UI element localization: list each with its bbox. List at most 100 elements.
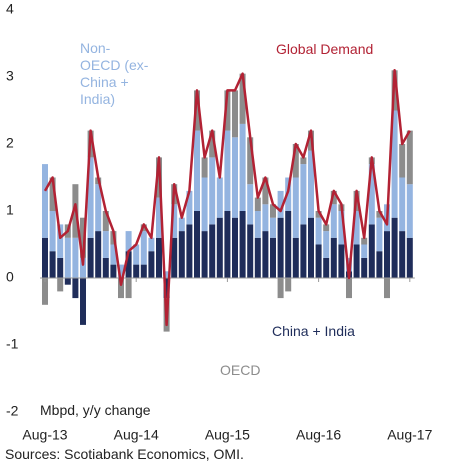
bar bbox=[95, 184, 102, 232]
bar bbox=[277, 217, 284, 278]
bar bbox=[80, 257, 86, 278]
bar bbox=[163, 271, 170, 278]
bar bbox=[292, 144, 299, 178]
bar bbox=[209, 130, 216, 158]
bar bbox=[270, 204, 276, 218]
bar bbox=[239, 73, 246, 124]
bar bbox=[232, 217, 238, 278]
bar bbox=[376, 217, 383, 252]
bar bbox=[95, 231, 102, 278]
bar bbox=[224, 90, 231, 131]
x-tick-label: Aug-14 bbox=[114, 427, 159, 443]
bar bbox=[361, 237, 368, 245]
bar bbox=[163, 278, 170, 299]
bar bbox=[171, 237, 178, 278]
bar bbox=[87, 237, 94, 278]
bar bbox=[224, 130, 231, 211]
bar bbox=[277, 190, 284, 218]
bar bbox=[194, 130, 200, 211]
bar bbox=[330, 237, 337, 278]
bar bbox=[323, 231, 330, 258]
bar bbox=[80, 217, 86, 258]
bar bbox=[406, 184, 413, 238]
bar bbox=[254, 197, 261, 211]
bar bbox=[232, 137, 238, 218]
y-axis-label: Mbpd, y/y change bbox=[40, 402, 151, 418]
bar bbox=[64, 278, 71, 285]
bar bbox=[178, 217, 185, 232]
bar bbox=[125, 251, 132, 278]
bar bbox=[277, 278, 284, 299]
x-tick-label: Aug-16 bbox=[296, 427, 341, 443]
bar bbox=[308, 150, 314, 218]
bar bbox=[406, 130, 413, 185]
bar bbox=[406, 237, 413, 278]
bar bbox=[102, 257, 109, 278]
y-tick-label: 2 bbox=[6, 135, 14, 151]
bar bbox=[300, 224, 307, 278]
bar bbox=[338, 211, 345, 245]
bar bbox=[57, 257, 64, 278]
bar bbox=[216, 177, 223, 218]
bar bbox=[148, 237, 155, 252]
bar bbox=[262, 231, 269, 278]
bar bbox=[315, 217, 322, 245]
bar bbox=[346, 278, 352, 299]
bar bbox=[330, 204, 337, 238]
bar bbox=[384, 231, 390, 278]
bar bbox=[285, 278, 292, 292]
bar bbox=[194, 90, 200, 131]
bar bbox=[118, 278, 124, 299]
bar bbox=[209, 224, 216, 278]
bar bbox=[133, 264, 140, 278]
bar bbox=[353, 244, 360, 278]
x-tick-label: Aug-15 bbox=[205, 427, 250, 443]
source: Sources: Scotiabank Economics, OMI. bbox=[5, 446, 244, 462]
x-tick-label: Aug-13 bbox=[22, 427, 67, 443]
bar bbox=[338, 244, 345, 278]
bar bbox=[57, 278, 64, 292]
bar bbox=[148, 251, 155, 278]
y-tick-label: -2 bbox=[6, 403, 19, 419]
bar bbox=[42, 164, 48, 238]
bar bbox=[247, 137, 254, 185]
bar bbox=[323, 224, 330, 232]
bar bbox=[384, 278, 390, 299]
bar bbox=[376, 211, 383, 218]
bar bbox=[49, 211, 56, 252]
bar bbox=[102, 211, 109, 232]
bar bbox=[300, 164, 307, 225]
bar bbox=[239, 123, 246, 211]
bar bbox=[102, 231, 109, 258]
bar bbox=[254, 211, 261, 238]
bar bbox=[391, 110, 398, 218]
bar bbox=[308, 217, 314, 278]
bar bbox=[399, 177, 406, 232]
bar bbox=[201, 157, 208, 178]
bar bbox=[140, 231, 147, 265]
bar bbox=[270, 237, 276, 278]
bar bbox=[361, 257, 368, 278]
bar bbox=[216, 217, 223, 278]
bar bbox=[285, 211, 292, 278]
bar bbox=[125, 231, 132, 252]
bar bbox=[315, 244, 322, 278]
bar bbox=[80, 278, 86, 325]
bar bbox=[247, 224, 254, 278]
bar bbox=[125, 278, 132, 299]
bar bbox=[330, 190, 337, 205]
bar bbox=[178, 231, 185, 278]
bar bbox=[201, 177, 208, 232]
legend-global-demand: Global Demand bbox=[276, 41, 374, 57]
bar bbox=[186, 190, 193, 225]
line bbox=[43, 69, 411, 327]
bar bbox=[315, 211, 322, 218]
bar bbox=[49, 177, 56, 211]
bar bbox=[262, 204, 269, 232]
bar bbox=[247, 184, 254, 225]
bar bbox=[323, 257, 330, 278]
y-tick-label: -1 bbox=[6, 336, 19, 352]
bar bbox=[368, 224, 375, 278]
